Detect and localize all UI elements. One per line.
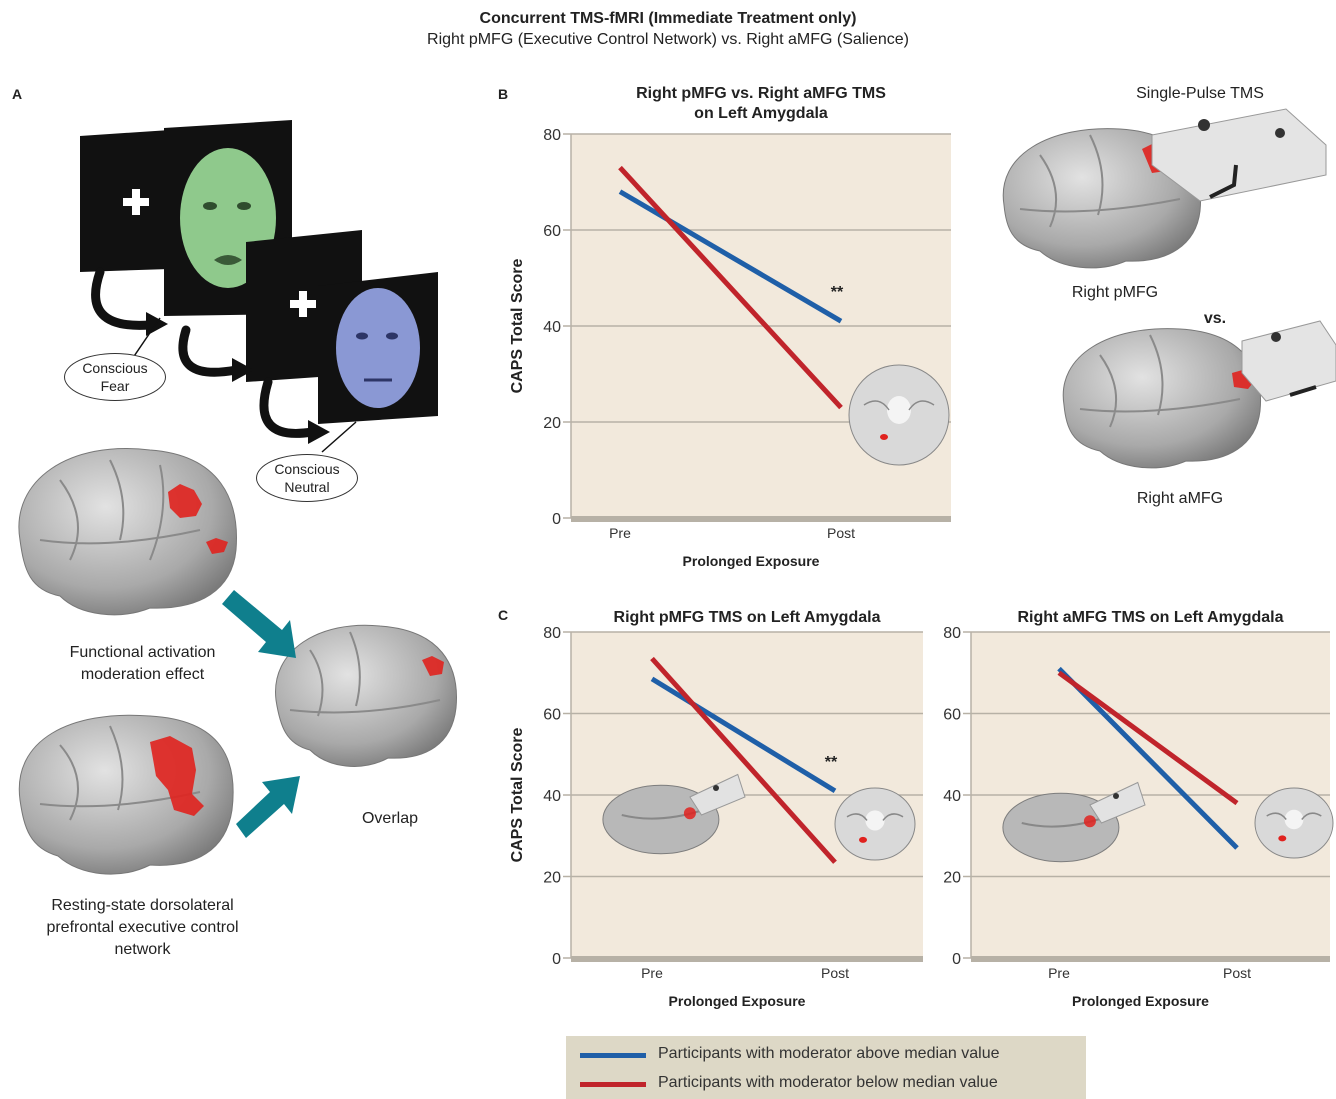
y-axis-label: CAPS Total Score bbox=[509, 727, 526, 862]
legend-swatch-below bbox=[580, 1082, 646, 1087]
series-line-below bbox=[618, 165, 843, 410]
tms-brains-illustration bbox=[1002, 108, 1336, 469]
oval-conscious-fear: Conscious Fear bbox=[64, 353, 166, 401]
x-tick-label: Pre bbox=[641, 965, 663, 981]
panel-a-illustration bbox=[18, 120, 457, 875]
series-line-above bbox=[618, 189, 843, 324]
figure-title: Concurrent TMS-fMRI (Immediate Treatment… bbox=[479, 10, 857, 27]
neutral-face-icon bbox=[336, 288, 420, 408]
x-tick-label: Post bbox=[827, 525, 855, 541]
oval-conscious-neutral-text: Conscious Neutral bbox=[274, 461, 340, 495]
y-tick-label: 40 bbox=[543, 319, 561, 336]
x-axis-label: Prolonged Exposure bbox=[683, 553, 820, 569]
y-tick-label: 20 bbox=[543, 870, 561, 887]
label-vs: vs. bbox=[1203, 310, 1227, 327]
label-right-amfg: Right aMFG bbox=[1136, 490, 1224, 507]
x-axis-baseline bbox=[571, 956, 923, 962]
neutral-face-screen bbox=[318, 272, 438, 424]
caption-functional-activation: Functional activation moderation effect bbox=[69, 644, 216, 683]
y-tick-label: 40 bbox=[943, 788, 961, 805]
tms-brain-icon bbox=[1002, 781, 1146, 863]
brain-functional-activation bbox=[18, 448, 237, 616]
y-tick-label: 80 bbox=[543, 127, 561, 144]
series-line-below bbox=[1057, 670, 1239, 806]
y-tick-label: 40 bbox=[543, 788, 561, 805]
tms-coil-icon-1 bbox=[1151, 108, 1327, 202]
teal-arrows bbox=[222, 590, 300, 838]
y-tick-label: 60 bbox=[543, 707, 561, 724]
y-tick-label: 80 bbox=[943, 625, 961, 642]
series-line-above bbox=[650, 676, 837, 794]
panel-b-letter: B bbox=[498, 86, 509, 102]
y-tick-label: 20 bbox=[543, 415, 561, 432]
panel-c-letter: C bbox=[498, 607, 509, 623]
caption-overlap: Overlap bbox=[361, 810, 419, 827]
x-tick-label: Post bbox=[1223, 965, 1251, 981]
oval-conscious-neutral: Conscious Neutral bbox=[256, 454, 358, 502]
coronal-brain-icon bbox=[1254, 787, 1334, 859]
significance-annotation: ** bbox=[825, 754, 838, 771]
chart-title: Right aMFG TMS on Left Amygdala bbox=[1017, 609, 1283, 626]
significance-annotation: ** bbox=[831, 284, 844, 301]
series-line-above bbox=[1057, 666, 1239, 850]
single-pulse-tms-label: Single-Pulse TMS bbox=[1136, 85, 1264, 102]
y-tick-label: 0 bbox=[952, 951, 961, 968]
y-tick-label: 60 bbox=[943, 707, 961, 724]
chart-c-left: 0 20 40 60 80 Pre Post Right pMFG TMS on Left A… bbox=[509, 609, 923, 1009]
series-line-below bbox=[650, 656, 837, 864]
chart-title: Right pMFG vs. Right aMFG TMS bbox=[636, 85, 886, 102]
x-axis-label: Prolonged Exposure bbox=[1072, 993, 1209, 1009]
y-tick-label: 20 bbox=[943, 870, 961, 887]
figure-subtitle: Right pMFG (Executive Control Network) v… bbox=[427, 31, 909, 48]
chart-b: 0 20 40 60 80 Pre Post Right pMFG vs. Right aMF… bbox=[509, 85, 951, 569]
coronal-brain-icon bbox=[848, 364, 950, 466]
tms-coil-icon-2 bbox=[1241, 320, 1336, 402]
y-axis-label: CAPS Total Score bbox=[509, 258, 526, 393]
x-axis-baseline bbox=[571, 516, 951, 522]
y-tick-label: 0 bbox=[552, 511, 561, 528]
x-tick-label: Post bbox=[821, 965, 849, 981]
chart-title: Right pMFG TMS on Left Amygdala bbox=[614, 609, 881, 626]
coronal-brain-icon bbox=[834, 787, 916, 861]
brain-overlap bbox=[275, 624, 457, 767]
label-right-pmfg: Right pMFG bbox=[1071, 284, 1159, 301]
chart-title: on Left Amygdala bbox=[694, 105, 828, 122]
brain-right-amfg bbox=[1062, 328, 1262, 469]
chart-c-right: 0 20 40 60 80 Pre Post Right aMFG TMS on Left A… bbox=[943, 609, 1334, 1009]
legend: Participants with moderator above median… bbox=[566, 1036, 1086, 1099]
legend-swatch-above bbox=[580, 1053, 646, 1058]
x-axis-baseline bbox=[971, 956, 1330, 962]
y-tick-label: 0 bbox=[552, 951, 561, 968]
x-axis-label: Prolonged Exposure bbox=[669, 993, 806, 1009]
x-tick-label: Pre bbox=[1048, 965, 1070, 981]
x-tick-label: Pre bbox=[609, 525, 631, 541]
legend-label-above: Participants with moderator above median… bbox=[658, 1045, 1000, 1062]
tms-brain-icon bbox=[602, 773, 746, 855]
legend-label-below: Participants with moderator below median… bbox=[658, 1074, 998, 1091]
y-tick-label: 60 bbox=[543, 223, 561, 240]
caption-resting-state: Resting-state dorsolateral prefrontal ex… bbox=[46, 897, 239, 958]
panel-a-letter: A bbox=[12, 86, 23, 102]
brain-resting-state bbox=[18, 714, 234, 875]
y-tick-label: 80 bbox=[543, 625, 561, 642]
oval-conscious-fear-text: Conscious Fear bbox=[82, 360, 148, 394]
